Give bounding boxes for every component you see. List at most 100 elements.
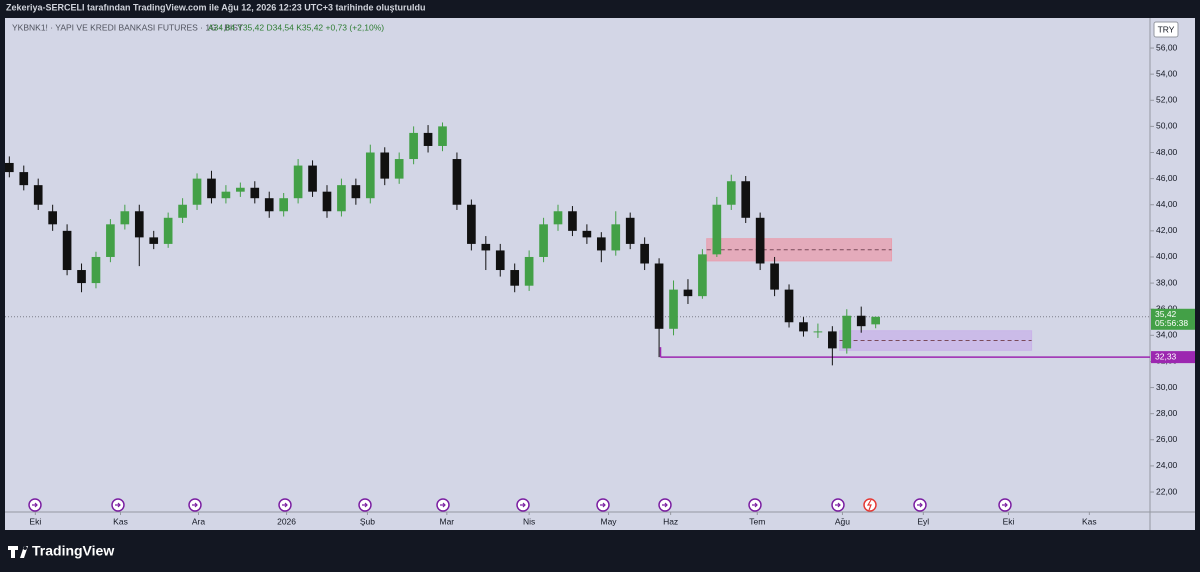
candle-body xyxy=(770,263,779,290)
y-tick-label: 24,00 xyxy=(1156,460,1178,470)
event-icon[interactable] xyxy=(516,498,530,512)
candle-body xyxy=(539,224,548,257)
y-tick-label: 40,00 xyxy=(1156,251,1178,261)
event-icon-arrow xyxy=(600,502,606,508)
candle-body xyxy=(467,204,476,244)
y-tick-label: 38,00 xyxy=(1156,277,1178,287)
attribution: Zekeriya-SERCELI tarafından TradingView.… xyxy=(6,2,426,12)
last-price-label: 35,42 xyxy=(1155,309,1177,319)
candle-body xyxy=(553,211,563,225)
y-tick-label: 48,00 xyxy=(1156,147,1178,157)
candle-body xyxy=(510,270,520,286)
chart-area xyxy=(5,18,1195,530)
x-tick-label: Eyl xyxy=(917,516,929,526)
candle-body xyxy=(582,230,592,238)
candle-body xyxy=(351,185,361,199)
candle-body xyxy=(337,185,346,212)
candle-body xyxy=(452,159,462,205)
candle-body xyxy=(48,211,57,225)
event-icon[interactable] xyxy=(111,498,125,512)
event-icon-arrow xyxy=(192,502,198,508)
event-icon[interactable] xyxy=(913,498,927,512)
candle-body xyxy=(62,230,72,271)
event-icon[interactable] xyxy=(831,498,845,512)
event-icon[interactable] xyxy=(188,498,202,512)
event-icon[interactable] xyxy=(436,498,450,512)
y-tick-label: 34,00 xyxy=(1156,330,1178,340)
y-tick-label: 54,00 xyxy=(1156,68,1178,78)
event-icon-arrow xyxy=(662,502,668,508)
candle-body xyxy=(91,256,101,284)
candle-body xyxy=(279,198,289,212)
event-icon[interactable] xyxy=(358,498,372,512)
candle-body xyxy=(726,181,736,205)
event-icon[interactable] xyxy=(596,498,610,512)
candle-body xyxy=(755,217,765,264)
candle-body xyxy=(178,204,187,218)
event-icon[interactable] xyxy=(863,498,877,512)
y-tick-label: 52,00 xyxy=(1156,95,1178,105)
event-icon-arrow xyxy=(835,502,841,508)
y-tick-label: 26,00 xyxy=(1156,434,1178,444)
x-tick-label: Tem xyxy=(749,516,765,526)
candle-body xyxy=(625,217,635,244)
event-icon[interactable] xyxy=(748,498,762,512)
candle-body xyxy=(192,178,202,205)
level-box xyxy=(1151,351,1195,364)
candle-body xyxy=(221,191,231,199)
candle-body xyxy=(495,250,505,271)
x-tick-label: Ara xyxy=(192,516,206,526)
candle-body xyxy=(149,237,159,244)
currency-box[interactable] xyxy=(1153,21,1179,38)
event-icon[interactable] xyxy=(998,498,1012,512)
candle-body xyxy=(365,152,375,199)
candle-body xyxy=(712,204,722,255)
candle-body xyxy=(799,322,808,332)
x-tick-label: Mar xyxy=(440,516,455,526)
y-tick-label: 30,00 xyxy=(1156,382,1178,392)
candle-body xyxy=(481,243,491,251)
brand-logo[interactable]: TradingView xyxy=(8,543,114,559)
x-tick-label: Nis xyxy=(523,516,535,526)
candle-body xyxy=(394,159,404,179)
candle-body xyxy=(409,132,418,160)
candle-body xyxy=(308,165,317,192)
x-tick-label: Haz xyxy=(663,516,678,526)
event-icon[interactable] xyxy=(278,498,292,512)
y-tick-label: 44,00 xyxy=(1156,199,1178,209)
candle-body xyxy=(423,132,433,146)
last-price-box xyxy=(1151,308,1195,330)
y-tick-label: 50,00 xyxy=(1156,121,1178,131)
candle-body xyxy=(207,178,216,199)
candle-body xyxy=(784,289,794,323)
candle-body xyxy=(5,162,14,173)
x-tick-label: 2026 xyxy=(277,516,296,526)
event-icon-arrow xyxy=(917,502,923,508)
event-icon-arrow xyxy=(282,502,288,508)
event-icon[interactable] xyxy=(28,498,42,512)
candle-body xyxy=(19,172,29,186)
event-icon-arrow xyxy=(32,502,38,508)
event-icon-arrow xyxy=(520,502,526,508)
y-tick-label: 28,00 xyxy=(1156,408,1178,418)
x-tick-label: Kas xyxy=(113,516,128,526)
candle-body xyxy=(813,331,823,333)
event-icon-arrow xyxy=(440,502,446,508)
candle-body xyxy=(669,289,678,329)
ohlc-info: A34,84 Y35,42 D34,54 K35,42 +0,73 (+2,10… xyxy=(208,22,384,32)
candle-body xyxy=(134,211,144,238)
candle-body xyxy=(236,187,245,192)
symbol-info: YKBNK1! · YAPI VE KREDI BANKASI FUTURES … xyxy=(12,22,243,32)
candle-body xyxy=(524,256,534,286)
candle-body xyxy=(856,315,866,327)
candle-body xyxy=(842,315,852,349)
candle-body xyxy=(611,224,621,251)
event-icon[interactable] xyxy=(658,498,672,512)
candle-body xyxy=(683,289,693,297)
y-tick-label: 36,00 xyxy=(1156,303,1178,313)
candle-body xyxy=(264,198,274,212)
countdown: 05:56:38 xyxy=(1155,318,1188,328)
brand: TradingView xyxy=(32,543,114,559)
x-tick-label: May xyxy=(601,516,618,526)
